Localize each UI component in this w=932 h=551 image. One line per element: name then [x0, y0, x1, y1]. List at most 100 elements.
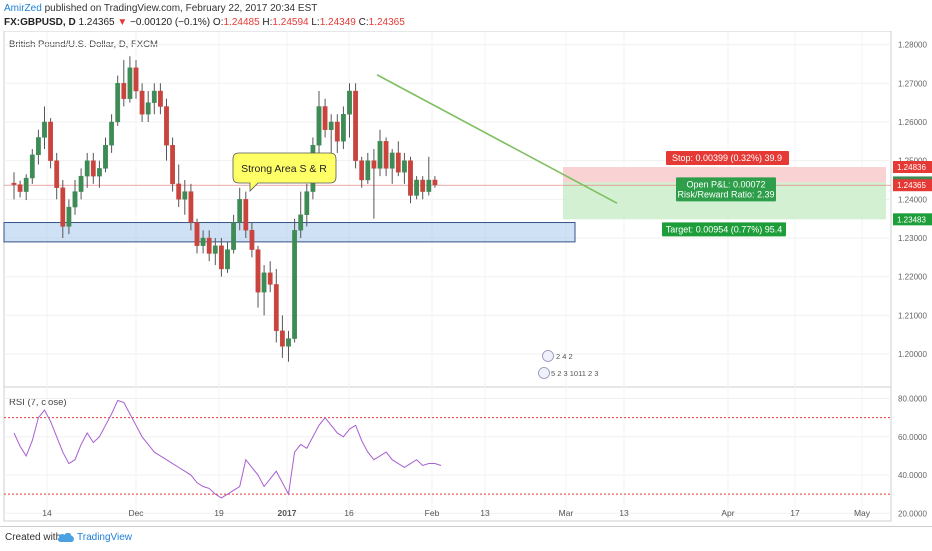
candle-up	[389, 152, 395, 169]
candle-up	[96, 168, 102, 177]
pnl-box-bg	[676, 177, 776, 202]
price-tag-label: 1.24836	[897, 163, 926, 172]
candles-layer	[11, 56, 438, 362]
x-tick-label: 16	[344, 508, 354, 518]
candle-down	[334, 121, 340, 142]
candle-down	[90, 160, 96, 177]
open-label: O:	[212, 17, 224, 28]
tradingview-brand[interactable]: TradingView	[77, 532, 133, 543]
candle-down	[164, 106, 169, 146]
rsi-line	[13, 399, 442, 499]
candle-down	[60, 187, 66, 227]
candle-down	[121, 83, 127, 99]
last-price: 1.24365	[78, 17, 115, 28]
candle-down	[249, 230, 255, 250]
candle-up	[426, 179, 432, 192]
candle-up	[145, 102, 151, 115]
stop-label: Stop: 0.00399 (0.32%) 39.9	[672, 153, 782, 163]
symbol-label: FX:GBPUSD, D	[4, 17, 76, 28]
cloud-icon	[57, 532, 74, 542]
trendline	[376, 74, 618, 204]
candle-down	[48, 121, 54, 161]
candle-down	[243, 199, 249, 231]
candle-down	[139, 90, 145, 115]
published-text: published on TradingView.com, February 2…	[44, 3, 318, 14]
pnl-label: Open P&L: 0.00072	[686, 179, 765, 189]
x-tick-label: 13	[480, 508, 490, 518]
candle-down	[273, 284, 279, 332]
stop-zone	[563, 166, 886, 183]
y-tick-label: 1.26000	[898, 118, 927, 127]
candle-up	[115, 83, 121, 123]
candle-up	[286, 338, 291, 347]
x-tick-label: Feb	[425, 508, 440, 518]
callout-text: Strong Area S & R	[241, 163, 327, 175]
publish-line: AmirZed published on TradingView.com, Fe…	[4, 3, 317, 14]
candle-up	[72, 191, 78, 208]
candle-down	[353, 90, 358, 161]
candle-up	[237, 199, 243, 223]
candle-down	[17, 184, 23, 192]
x-tick-label: May	[854, 508, 871, 518]
candle-down	[395, 152, 401, 173]
candle-up	[261, 272, 267, 293]
x-tick-label: 2017	[278, 508, 297, 518]
axis-layer: 1.280001.270001.260001.250001.240001.230…	[42, 41, 932, 518]
low-label: L:	[311, 17, 320, 28]
price-tag-label: 1.23483	[897, 215, 926, 224]
x-tick-label: 14	[42, 508, 52, 518]
close-value: 1.24365	[368, 17, 405, 28]
author-link[interactable]: AmirZed	[4, 3, 42, 14]
candle-up	[414, 179, 419, 196]
close-label: C:	[358, 17, 369, 28]
candle-up	[365, 160, 371, 181]
candle-down	[194, 222, 200, 246]
candle-up	[225, 249, 230, 270]
y-tick-label: 1.22000	[898, 273, 927, 282]
candle-up	[127, 67, 133, 99]
candle-down	[383, 141, 389, 169]
ohlc-line: FX:GBPUSD, D 1.24365 ▼ −0.00120 (−0.1%) …	[4, 17, 405, 28]
y-tick-label: 1.28000	[898, 41, 927, 50]
candle-down	[133, 67, 139, 92]
candle-up	[36, 137, 41, 156]
candle-down	[322, 106, 328, 130]
event-row-1: 2 4 2	[556, 352, 573, 361]
price-change: −0.00120 (−0.1%)	[130, 17, 211, 28]
footer: Created with TradingView	[0, 526, 932, 551]
x-tick-label: 13	[619, 508, 629, 518]
candle-up	[377, 141, 383, 169]
x-tick-label: Apr	[721, 508, 734, 518]
rsi-y-tick-label: 40.0000	[898, 471, 927, 480]
candle-up	[109, 121, 115, 146]
candle-down	[371, 160, 377, 169]
candle-up	[402, 160, 407, 173]
y-tick-label: 1.27000	[898, 79, 927, 88]
event-row-2: 5 2 3 1011 2 3	[551, 369, 598, 378]
candle-up	[66, 206, 72, 227]
chart-canvas[interactable]: British Pound/U.S. Dollar, D, FXCM RSI (…	[0, 31, 932, 526]
grid-layer	[4, 32, 891, 520]
candle-up	[347, 90, 352, 115]
x-tick-label: 19	[214, 508, 224, 518]
zone-callout: Strong Area S & R	[232, 152, 337, 192]
candle-up	[151, 90, 157, 103]
x-tick-label: Mar	[559, 508, 574, 518]
price-tag-bg	[893, 179, 932, 192]
price-tag-bg	[893, 213, 932, 226]
open-value: 1.24485	[223, 17, 260, 28]
candle-up	[29, 154, 35, 179]
candle-down	[267, 272, 273, 285]
candle-down	[176, 183, 182, 200]
target-label: Target: 0.00954 (0.77%) 95.4	[666, 224, 783, 234]
y-tick-label: 1.24000	[898, 195, 927, 204]
candle-down	[206, 237, 212, 254]
candle-down	[218, 245, 224, 270]
candle-up	[200, 237, 206, 246]
candle-up	[316, 106, 322, 146]
candle-down	[359, 160, 365, 181]
stop-label-bg	[666, 150, 789, 165]
candle-up	[182, 191, 188, 200]
candle-up	[103, 144, 108, 169]
x-tick-label: Dec	[128, 508, 144, 518]
